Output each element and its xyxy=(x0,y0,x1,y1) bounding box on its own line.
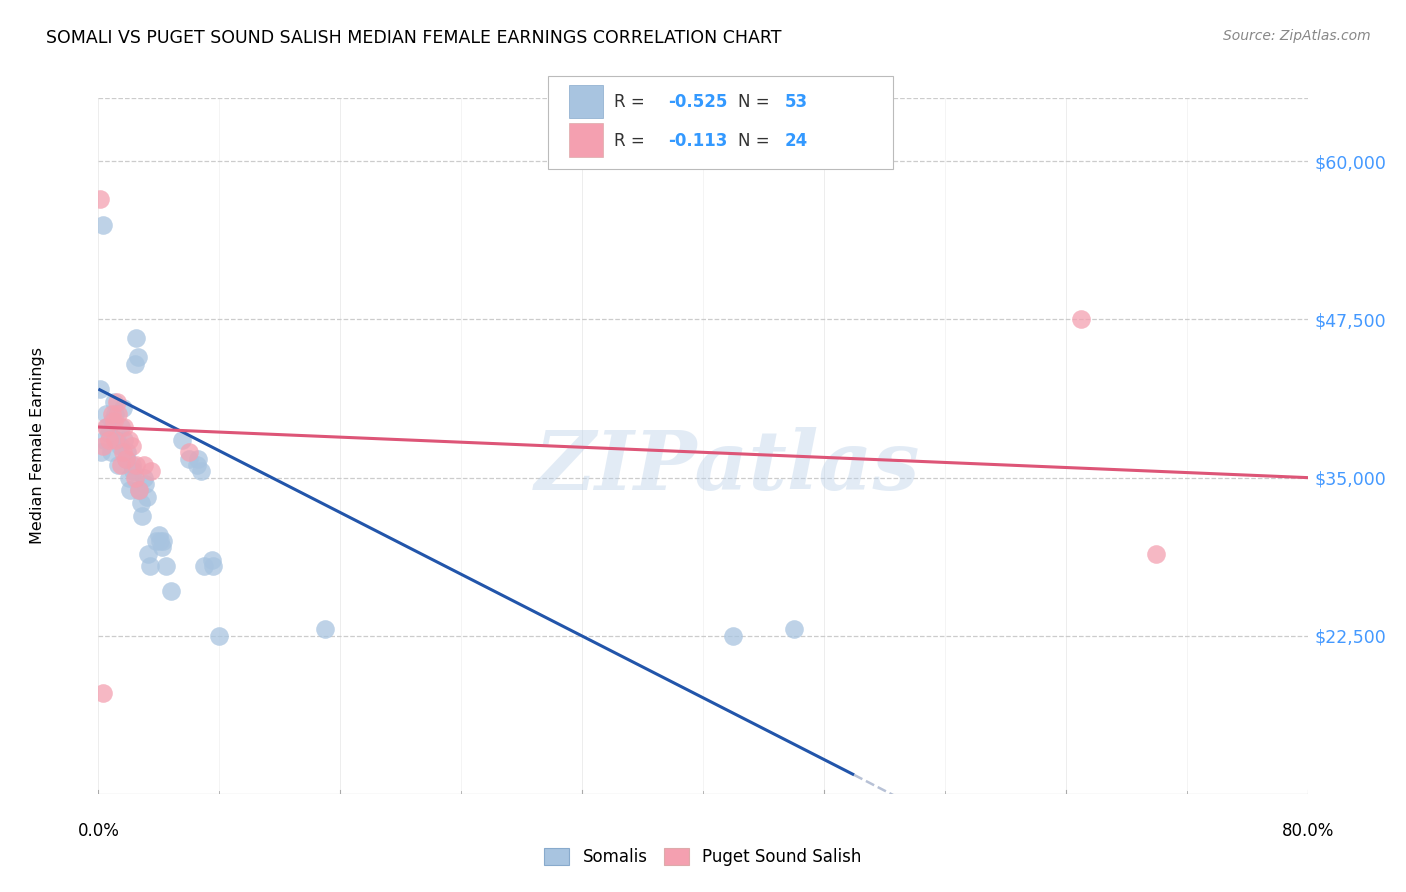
Text: ZIPatlas: ZIPatlas xyxy=(534,427,920,507)
Point xyxy=(131,508,153,523)
Text: N =: N = xyxy=(738,94,775,112)
Point xyxy=(124,470,146,484)
Point xyxy=(187,451,209,466)
Point xyxy=(148,527,170,541)
Point xyxy=(105,394,128,409)
Legend: Somalis, Puget Sound Salish: Somalis, Puget Sound Salish xyxy=(537,841,869,872)
Point xyxy=(170,433,193,447)
Point xyxy=(111,401,134,415)
Point xyxy=(208,629,231,643)
Point xyxy=(141,464,163,478)
Point xyxy=(128,483,150,498)
Point xyxy=(314,623,336,637)
Point xyxy=(104,408,127,422)
Point xyxy=(98,433,121,447)
Text: -0.525: -0.525 xyxy=(668,94,727,112)
Point xyxy=(179,445,201,459)
Text: SOMALI VS PUGET SOUND SALISH MEDIAN FEMALE EARNINGS CORRELATION CHART: SOMALI VS PUGET SOUND SALISH MEDIAN FEMA… xyxy=(46,29,782,46)
Point xyxy=(91,439,114,453)
Point xyxy=(111,445,134,459)
Point xyxy=(723,629,745,643)
Point xyxy=(100,445,122,459)
Point xyxy=(152,533,174,548)
Point xyxy=(202,559,225,574)
Text: R =: R = xyxy=(614,132,655,150)
Text: -0.113: -0.113 xyxy=(668,132,727,150)
Point xyxy=(110,458,132,472)
Point xyxy=(134,477,156,491)
Point xyxy=(115,445,138,459)
Point xyxy=(132,458,155,472)
Point xyxy=(150,540,173,554)
Point xyxy=(96,420,118,434)
Point xyxy=(136,547,159,561)
Point xyxy=(1144,547,1167,561)
Point xyxy=(108,439,131,453)
Point xyxy=(104,433,127,447)
Point xyxy=(112,433,135,447)
Point xyxy=(90,445,112,459)
Text: 80.0%: 80.0% xyxy=(1281,822,1334,839)
Point xyxy=(201,553,224,567)
Point xyxy=(179,451,201,466)
Point xyxy=(155,559,177,574)
Point xyxy=(139,559,162,574)
Point xyxy=(129,496,152,510)
Text: Median Female Earnings: Median Female Earnings xyxy=(31,348,45,544)
Point xyxy=(118,470,141,484)
Point xyxy=(91,686,114,700)
Point xyxy=(132,470,155,484)
Point xyxy=(121,439,143,453)
Point xyxy=(128,483,150,498)
Text: Source: ZipAtlas.com: Source: ZipAtlas.com xyxy=(1223,29,1371,43)
Text: R =: R = xyxy=(614,94,651,112)
Point xyxy=(110,420,132,434)
Point xyxy=(114,451,136,466)
Point xyxy=(1070,312,1092,326)
Point xyxy=(112,420,135,434)
Point xyxy=(160,584,183,599)
Point xyxy=(193,559,215,574)
Point xyxy=(122,464,145,478)
Point xyxy=(114,451,136,466)
Point xyxy=(125,331,148,345)
Point xyxy=(121,458,143,472)
Point xyxy=(103,394,125,409)
Point xyxy=(103,414,125,428)
Text: 24: 24 xyxy=(785,132,808,150)
Point xyxy=(127,351,149,365)
Point xyxy=(94,420,117,434)
Point xyxy=(93,433,115,447)
Point xyxy=(190,464,212,478)
Point xyxy=(145,533,167,548)
Text: 0.0%: 0.0% xyxy=(77,822,120,839)
Point xyxy=(89,382,111,396)
Point xyxy=(118,433,141,447)
Point xyxy=(89,192,111,206)
Point xyxy=(107,458,129,472)
Point xyxy=(120,483,142,498)
Point xyxy=(783,623,806,637)
Text: N =: N = xyxy=(738,132,775,150)
Point xyxy=(135,490,157,504)
Point xyxy=(124,357,146,371)
Point xyxy=(101,408,124,422)
Point xyxy=(98,426,121,441)
Point xyxy=(149,533,172,548)
Point xyxy=(94,408,117,422)
Point xyxy=(91,218,114,232)
Text: 53: 53 xyxy=(785,94,807,112)
Point xyxy=(186,458,208,472)
Point xyxy=(105,433,128,447)
Point xyxy=(101,414,124,428)
Point xyxy=(125,458,148,472)
Point xyxy=(107,408,129,422)
